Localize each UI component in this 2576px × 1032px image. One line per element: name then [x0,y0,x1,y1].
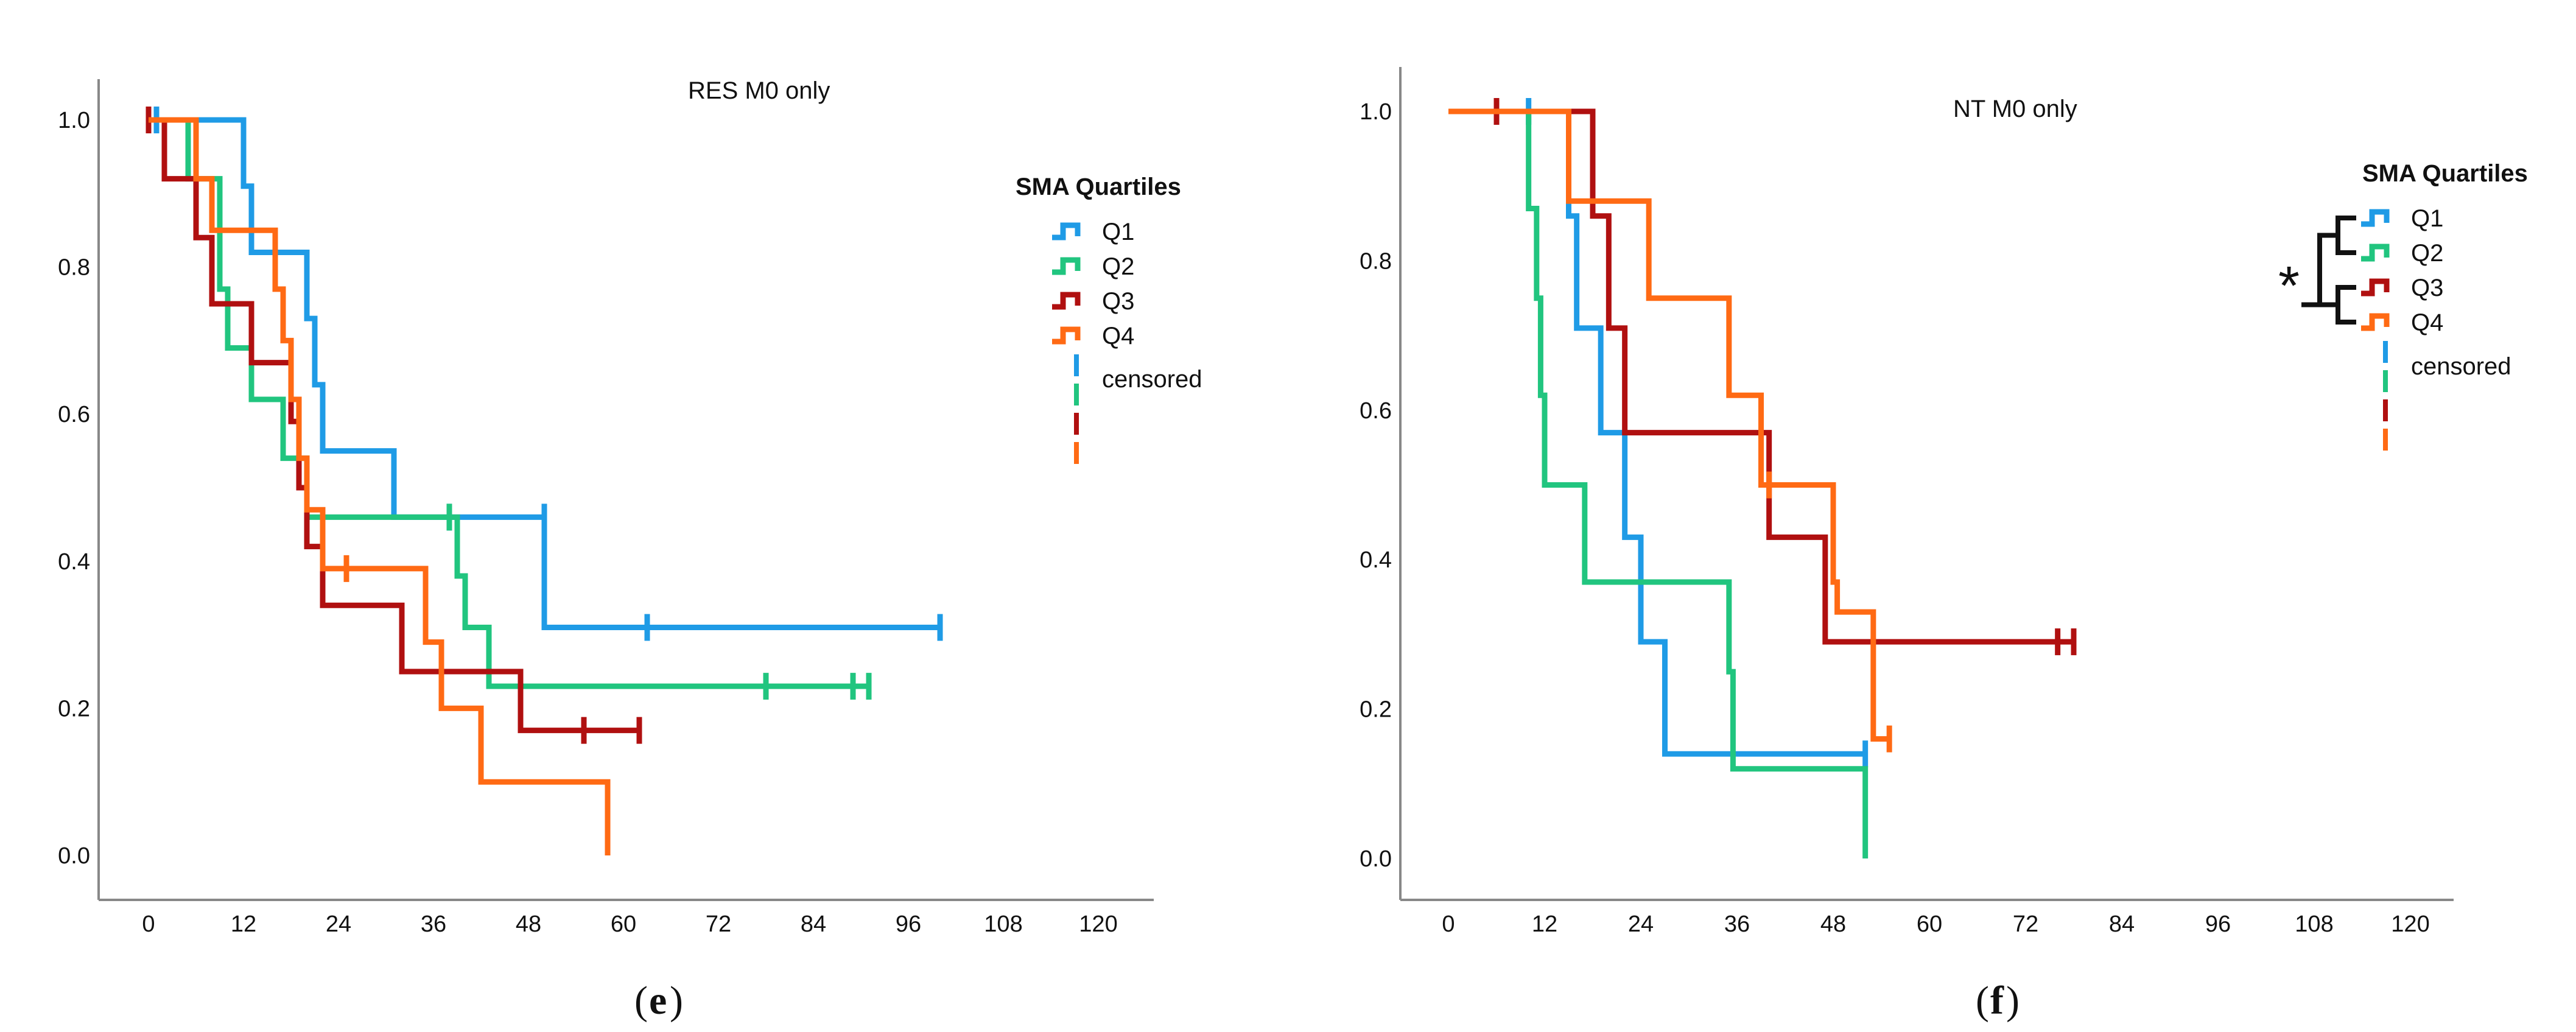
legend-label-q4: Q4 [2411,309,2443,336]
y-tick-label: 0.8 [1360,248,1392,274]
series-line-q2 [1448,108,1869,858]
x-tick-label: 108 [2295,911,2333,937]
series-line-q4 [1448,108,1890,742]
y-tick-label: 0.4 [1360,547,1392,573]
series-line-q1 [149,117,940,631]
legend-label-q3: Q3 [2411,275,2443,301]
legend-title: SMA Quartiles [1016,174,1181,200]
caption-open-paren: ( [634,978,648,1023]
x-tick-label: 36 [421,911,446,937]
legend-swatch-q2 [1052,257,1081,275]
legend-label-q2: Q2 [1102,253,1134,280]
x-tick-label: 60 [1917,911,1942,937]
x-tick-label: 96 [896,911,921,937]
significance-marker: * [2278,256,2300,317]
x-tick-label: 120 [1079,911,1117,937]
x-tick-label: 24 [1628,911,1654,937]
x-tick-label: 48 [516,911,541,937]
chart-panel-e: RES M0 only SMA Quartiles ( e ) 0 12 24 36 4… [58,77,1202,1023]
series-line-q4 [149,117,611,855]
x-tick-label: 72 [706,911,731,937]
x-tick-label: 60 [611,911,636,937]
significance-bracket [2301,216,2356,325]
y-tick-label: 1.0 [1360,99,1392,125]
x-tick-label: 12 [1532,911,1557,937]
x-tick-label: 36 [1724,911,1750,937]
x-tick-label: 12 [231,911,256,937]
x-tick-label: 0 [142,911,155,937]
caption-letter: f [1990,978,2004,1023]
x-tick-label: 72 [2013,911,2038,937]
x-tick-label: 84 [801,911,826,937]
legend-censored-label: censored [2411,353,2511,380]
chart-panel-f: NT M0 only SMA Quartiles * ( f ) 0 12 24 36… [1360,67,2528,1023]
x-tick-label: 24 [326,911,351,937]
legend-label-q4: Q4 [1102,323,1134,349]
caption-close-paren: ) [670,978,683,1023]
x-tick-label: 96 [2205,911,2231,937]
legend-label-q1: Q1 [1102,219,1134,245]
series-line-q3 [149,117,639,734]
legend-label-q2: Q2 [2411,240,2443,267]
legend-label-q3: Q3 [1102,288,1134,315]
x-tick-label: 48 [1820,911,1846,937]
y-tick-label: 0.6 [1360,398,1392,424]
y-tick-label: 1.0 [58,108,90,133]
x-tick-label: 0 [1442,911,1455,937]
y-tick-label: 0.2 [58,696,90,721]
legend-swatch-q1 [1052,222,1081,240]
x-tick-label: 120 [2391,911,2429,937]
y-tick-label: 0.0 [58,843,90,869]
x-tick-label: 84 [2109,911,2135,937]
y-tick-label: 0.0 [1360,846,1392,872]
series-line-q1 [1448,108,1865,757]
legend-swatch-q1 [2361,209,2390,227]
legend-swatch-q3 [2361,278,2390,297]
caption-open-paren: ( [1976,978,1989,1023]
caption-close-paren: ) [2006,978,2020,1023]
legend-swatch-q2 [2361,244,2390,262]
chart-title: NT M0 only [1953,96,2077,122]
legend-censored-label: censored [1102,366,1202,393]
series-line-q2 [149,117,869,689]
y-tick-label: 0.4 [58,549,90,575]
y-tick-label: 0.2 [1360,697,1392,723]
chart-title: RES M0 only [688,77,830,104]
y-tick-label: 0.6 [58,402,90,427]
x-tick-label: 108 [984,911,1022,937]
y-tick-label: 0.8 [58,255,90,281]
legend-swatch-q4 [1052,326,1081,345]
legend-title: SMA Quartiles [2362,160,2528,187]
caption-letter: e [649,978,667,1023]
legend-label-q1: Q1 [2411,205,2443,232]
legend-swatch-q4 [2361,313,2390,331]
legend-swatch-q3 [1052,292,1081,310]
